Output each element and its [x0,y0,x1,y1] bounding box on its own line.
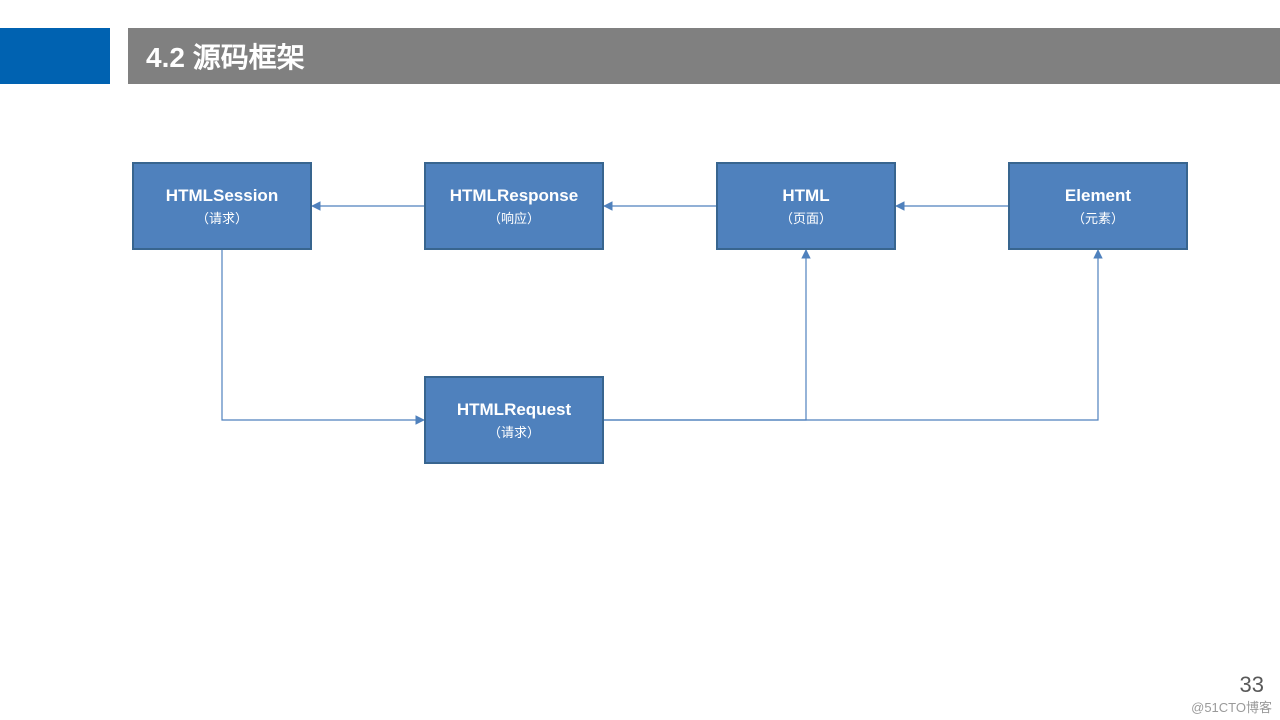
watermark: @51CTO博客 [1191,697,1272,716]
node-title: HTMLResponse [450,186,578,206]
node-request: HTMLRequest （请求） [424,376,604,464]
node-html: HTML （页面） [716,162,896,250]
node-title: HTML [782,186,829,206]
node-subtitle: （元素） [1072,208,1124,227]
node-subtitle: （请求） [488,422,540,441]
edge-request-html [604,250,806,420]
node-subtitle: （响应） [488,208,540,227]
slide: 4.2 源码框架 HTMLSession（请求）HTMLResponse（响应）… [0,0,1280,720]
node-subtitle: （页面） [780,208,832,227]
node-response: HTMLResponse （响应） [424,162,604,250]
node-element: Element （元素） [1008,162,1188,250]
flowchart-edges [0,0,1280,720]
flowchart-diagram: HTMLSession （请求） HTMLResponse （响应） HTML （页面） E… [0,0,1280,720]
node-session: HTMLSession （请求） [132,162,312,250]
node-title: Element [1065,186,1131,206]
node-title: HTMLSession [166,186,278,206]
edge-request-element [604,250,1098,420]
node-subtitle: （请求） [196,208,248,227]
edge-session-request [222,250,424,420]
page-number: 33 [1240,672,1264,698]
node-title: HTMLRequest [457,400,571,420]
